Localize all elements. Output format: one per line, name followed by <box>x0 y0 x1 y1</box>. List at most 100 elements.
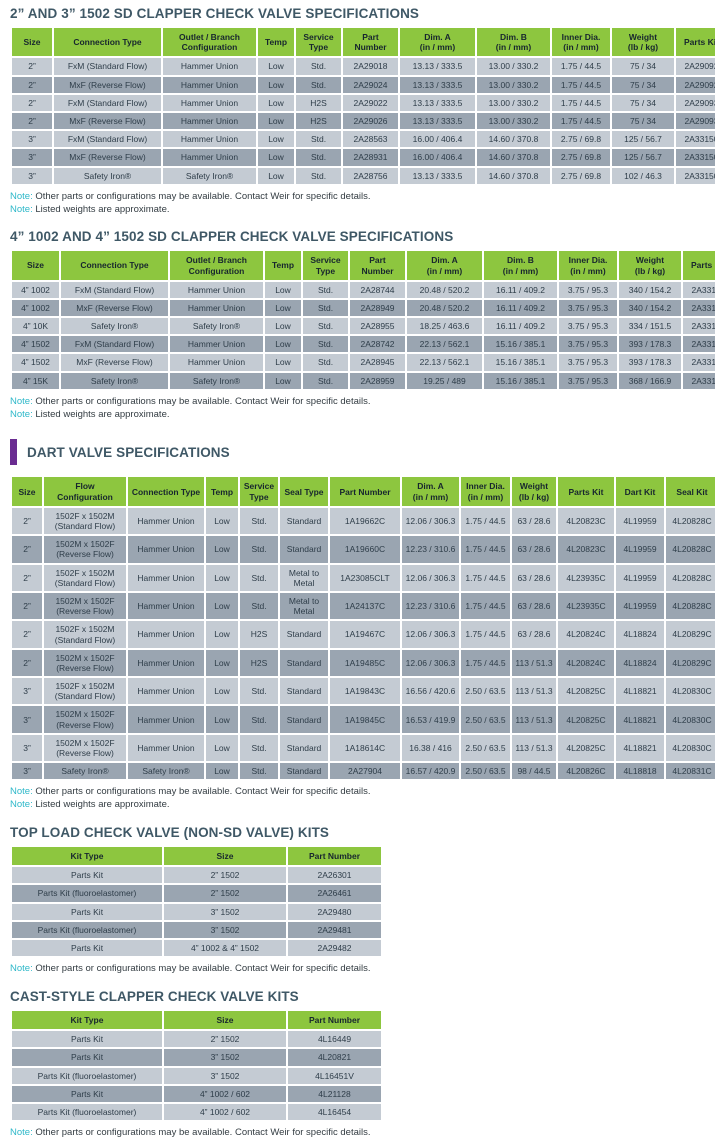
table-cell: 16.00 / 406.4 <box>400 149 475 166</box>
section-top-load: TOP LOAD CHECK VALVE (NON-SD VALVE) KITS… <box>10 825 705 976</box>
table-cell: Std. <box>240 507 278 535</box>
table-cell: 1.75 / 44.5 <box>552 76 610 93</box>
table-cell: 4” 1502 <box>12 354 59 371</box>
header-cell: Flow Configuration <box>44 477 126 506</box>
notes-cast-style: Note: Other parts or configurations may … <box>10 1127 705 1140</box>
table-cell: 13.13 / 333.5 <box>400 167 475 184</box>
header-cell: Inner Dia. (in / mm) <box>461 477 510 506</box>
table-cell: 12.06 / 306.3 <box>402 649 459 677</box>
table-row: Parts Kit (fluoroelastomer) 3” 1502 2A2948… <box>12 921 381 938</box>
table-cell: 63 / 28.6 <box>512 621 556 648</box>
note-availability: Note: Other parts or configurations may … <box>10 1127 705 1140</box>
note-text: Listed weights are approximate. <box>35 408 170 420</box>
table-row: 2” 1502M x 1502F (Reverse Flow) Hammer Uni… <box>12 592 715 620</box>
table-cell: 2” <box>12 621 42 648</box>
table-cell: 3.75 / 95.3 <box>559 299 617 317</box>
table-cell: 4L18821 <box>616 678 664 705</box>
spec-table-sd-4: Size Connection Type Outlet / Branch Confi… <box>10 249 715 391</box>
table-cell: 3.75 / 95.3 <box>559 318 617 335</box>
table-cell: 98 / 44.5 <box>512 763 556 780</box>
table-cell: 4” 1002 / 602 <box>164 1085 286 1102</box>
header-cell: Size <box>164 847 286 866</box>
table-cell: 4L20825C <box>558 706 614 733</box>
table-cell: 4L20821 <box>288 1049 381 1066</box>
note-label: Note: <box>10 203 33 215</box>
header-row: Size Connection Type Outlet / Branch Confi… <box>12 28 715 57</box>
header-cell: Service Type <box>240 477 278 506</box>
table-cell: 22.13 / 562.1 <box>407 336 482 353</box>
header-cell: Part Number <box>343 28 398 57</box>
header-cell: Dim. A (in / mm) <box>400 28 475 57</box>
table-cell: 2.75 / 69.8 <box>552 167 610 184</box>
table-cell: 4L20823C <box>558 536 614 563</box>
table-cell: Hammer Union <box>170 281 263 298</box>
table-cell: Metal to Metal <box>280 564 328 591</box>
notes-top-load: Note: Other parts or configurations may … <box>10 963 705 976</box>
table-cell: 12.23 / 310.6 <box>402 536 459 563</box>
note-text: Listed weights are approximate. <box>35 799 170 811</box>
table-cell: 3” <box>12 763 42 780</box>
note-label: Note: <box>10 395 33 407</box>
table-cell: Std. <box>240 678 278 705</box>
header-cell: Inner Dia. (in / mm) <box>559 251 617 280</box>
table-cell: 15.16 / 385.1 <box>484 336 557 353</box>
header-cell: Temp <box>258 28 294 57</box>
table-cell: Low <box>258 76 294 93</box>
table-cell: Std. <box>296 131 341 148</box>
table-cell: Low <box>206 706 238 733</box>
header-row: Kit Type Size Part Number <box>12 847 381 866</box>
table-cell: Std. <box>296 58 341 75</box>
header-cell: Part Number <box>288 847 381 866</box>
section-cast-style: CAST-STYLE CLAPPER CHECK VALVE KITS Kit … <box>10 989 705 1140</box>
header-cell: Outlet / Branch Configuration <box>170 251 263 280</box>
note-text: Other parts or configurations may be ava… <box>35 963 371 975</box>
table-cell: 4L20825C <box>558 734 614 762</box>
table-cell: 2A33163 <box>683 354 715 371</box>
table-cell: 3.75 / 95.3 <box>559 336 617 353</box>
table-cell: H2S <box>240 649 278 677</box>
table-row: 2” 1502M x 1502F (Reverse Flow) Hammer Uni… <box>12 536 715 563</box>
header-cell: Service Type <box>296 28 341 57</box>
table-row: 2” 1502M x 1502F (Reverse Flow) Hammer Uni… <box>12 649 715 677</box>
table-cell: Std. <box>240 564 278 591</box>
table-cell: FxM (Standard Flow) <box>54 94 161 111</box>
table-cell: 4L16451V <box>288 1067 381 1084</box>
table-cell: 4L19959 <box>616 564 664 591</box>
table-cell: 2A29022 <box>343 94 398 111</box>
table-row: 2” 1502F x 1502M (Standard Flow) Hammer Un… <box>12 507 715 535</box>
table-cell: 3” 1502 <box>164 1049 286 1066</box>
table-row: 3” 1502M x 1502F (Reverse Flow) Hammer Uni… <box>12 734 715 762</box>
table-cell: Parts Kit <box>12 867 162 884</box>
table-row: 2” MxF (Reverse Flow) Hammer Union Low H2S 2A… <box>12 112 715 130</box>
table-cell: 1.75 / 44.5 <box>461 507 510 535</box>
table-row: 2” 1502F x 1502M (Standard Flow) Hammer Un… <box>12 621 715 648</box>
table-row: 2” 1502F x 1502M (Standard Flow) Hammer Un… <box>12 564 715 591</box>
table-cell: 3” 1502 <box>164 903 286 920</box>
table-cell: 2” <box>12 536 42 563</box>
table-row: 3” MxF (Reverse Flow) Hammer Union Low Std. 2… <box>12 149 715 166</box>
table-cell: Std. <box>303 281 348 298</box>
table-cell: 340 / 154.2 <box>619 281 681 298</box>
table-row: Parts Kit (fluoroelastomer) 4” 1002 / 602… <box>12 1103 381 1121</box>
table-cell: 12.23 / 310.6 <box>402 592 459 620</box>
note-label: Note: <box>10 963 33 975</box>
header-cell: Temp <box>206 477 238 506</box>
table-cell: 1502M x 1502F (Reverse Flow) <box>44 734 126 762</box>
table-cell: Std. <box>240 763 278 780</box>
table-cell: Safety Iron® <box>163 167 256 184</box>
table-cell: 1A19660C <box>330 536 400 563</box>
table-cell: 2.50 / 63.5 <box>461 678 510 705</box>
note-text: Other parts or configurations may be ava… <box>35 190 371 202</box>
table-cell: 2A33150 <box>676 131 715 148</box>
table-cell: 1.75 / 44.5 <box>461 621 510 648</box>
table-cell: Hammer Union <box>163 76 256 93</box>
table-cell: 12.06 / 306.3 <box>402 564 459 591</box>
table-cell: Parts Kit (fluoroelastomer) <box>12 921 162 938</box>
spec-table-sd-2-3: Size Connection Type Outlet / Branch Confi… <box>10 26 715 186</box>
table-cell: 4L23935C <box>558 564 614 591</box>
table-cell: 63 / 28.6 <box>512 564 556 591</box>
table-row: Parts Kit 2” 1502 2A26301 <box>12 867 381 884</box>
table-cell: 2A29482 <box>288 939 381 957</box>
